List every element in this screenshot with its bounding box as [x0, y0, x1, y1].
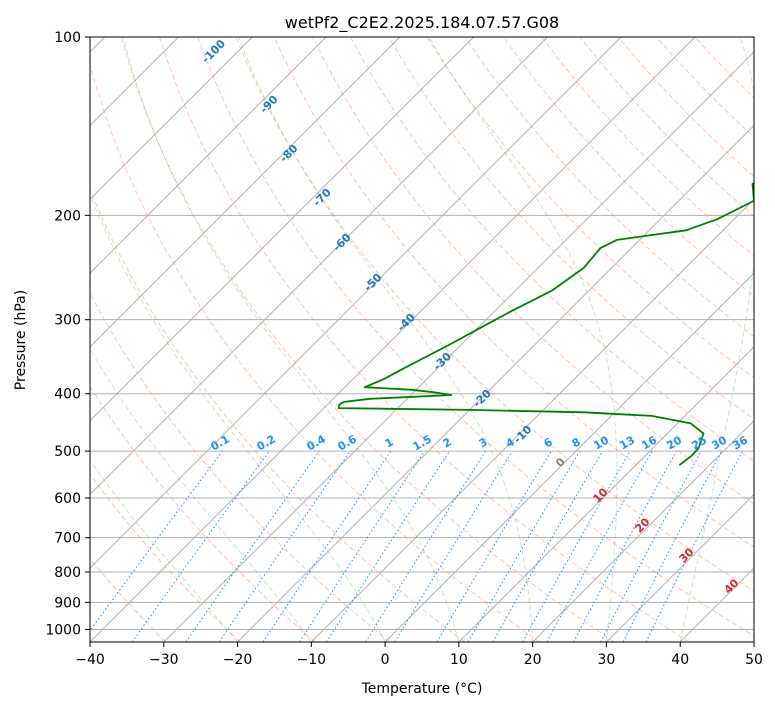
- y-tick-label: 800: [54, 565, 81, 581]
- isotherm-line: [90, 37, 327, 274]
- dry-adiabat-line: [90, 473, 241, 642]
- isotherm-line: [532, 419, 754, 642]
- mixing-ratio-line: [573, 450, 677, 642]
- dry-adiabat-line: [120, 37, 615, 642]
- isotherm-line: [606, 493, 754, 642]
- moist-adiabat-line: [90, 194, 386, 642]
- mixing-ratio-line: [90, 450, 223, 632]
- dry-adiabat-line: [197, 37, 754, 637]
- isotherm-line: [90, 37, 401, 348]
- dry-adiabat-line: [426, 37, 754, 379]
- plot-frame: [89, 36, 755, 643]
- dry-adiabat-line: [273, 37, 754, 548]
- dry-adiabat-line: [159, 37, 690, 642]
- y-tick-label: 1000: [45, 622, 81, 638]
- x-tick-label: 20: [524, 652, 542, 668]
- dry-adiabats: [90, 37, 754, 642]
- mixing-ratio-line: [546, 450, 653, 642]
- isotherm-line: [90, 37, 622, 569]
- dry-adiabat-line: [350, 37, 754, 462]
- mixing-ratio-line: [522, 450, 631, 642]
- dry-adiabat-line: [90, 188, 465, 642]
- mixing-ratio-line: [262, 450, 392, 642]
- dry-adiabat-line: [235, 37, 754, 592]
- mixing-ratio-line: [394, 450, 513, 642]
- mixing-ratio-line: [131, 450, 270, 642]
- moist-adiabat-line: [679, 37, 754, 642]
- grid-lines: [90, 37, 754, 642]
- dry-adiabat-line: [90, 292, 391, 642]
- y-axis-ticks: 100 200 300 400 500 600 700 800 900 1000: [45, 30, 90, 638]
- y-tick-label: 100: [54, 30, 81, 46]
- mixing-ratio-line: [185, 450, 320, 642]
- isotherm-line: [90, 37, 253, 201]
- x-axis-ticks: −40 −30 −20 −10 0 10 20 30 40 50: [75, 642, 763, 668]
- isotherm-line: [384, 272, 754, 642]
- mixing-ratio-line: [645, 450, 743, 642]
- mixing-ratio-line: [218, 450, 351, 642]
- dry-adiabat-line: [464, 37, 754, 338]
- y-axis-label: Pressure (hPa): [13, 290, 29, 390]
- dry-adiabat-line: [90, 62, 540, 642]
- mixing-ratio-line: [299, 450, 426, 642]
- moist-adiabat-line: [90, 459, 238, 642]
- moist-adiabats: [90, 37, 754, 642]
- moist-adiabat-line: [90, 348, 312, 642]
- x-tick-label: 10: [450, 652, 468, 668]
- x-tick-label: −30: [149, 652, 179, 668]
- isotherm-line: [90, 37, 696, 642]
- isotherm-line: [90, 37, 475, 422]
- plot-area: -100-90-80-70-60-50-40-30-20-10010203040…: [90, 37, 754, 642]
- dry-adiabat-line: [90, 385, 316, 642]
- y-tick-label: 200: [54, 208, 81, 224]
- x-tick-label: 0: [381, 652, 390, 668]
- isotherm-line: [458, 346, 754, 642]
- y-tick-label: 600: [54, 491, 81, 507]
- mixing-ratio-lines: [90, 450, 743, 642]
- isotherm-line: [163, 51, 754, 642]
- chart-title: wetPf2_C2E2.2025.184.07.57.G08: [285, 13, 559, 33]
- isotherm-line: [90, 37, 548, 496]
- isotherm-line: [310, 198, 754, 642]
- dry-adiabat-line: [90, 557, 166, 642]
- isotherm-line: [237, 124, 754, 642]
- moist-adiabat-line: [428, 37, 618, 642]
- mixing-ratio-line: [325, 450, 450, 642]
- y-tick-label: 700: [54, 531, 81, 547]
- x-axis-label: Temperature (°C): [361, 681, 483, 697]
- x-tick-label: −10: [297, 652, 327, 668]
- x-tick-label: 30: [598, 652, 616, 668]
- y-tick-label: 900: [54, 595, 81, 611]
- moist-adiabat-line: [122, 37, 460, 642]
- x-tick-label: 50: [745, 652, 763, 668]
- x-tick-label: −40: [75, 652, 105, 668]
- y-tick-label: 400: [54, 387, 81, 403]
- moist-adiabat-line: [238, 37, 534, 642]
- y-tick-label: 300: [54, 313, 81, 329]
- x-tick-label: 40: [671, 652, 689, 668]
- y-tick-label: 500: [54, 444, 81, 460]
- x-tick-label: −20: [223, 652, 253, 668]
- profile-series: [337, 182, 754, 466]
- dewpoint-line: [337, 182, 754, 466]
